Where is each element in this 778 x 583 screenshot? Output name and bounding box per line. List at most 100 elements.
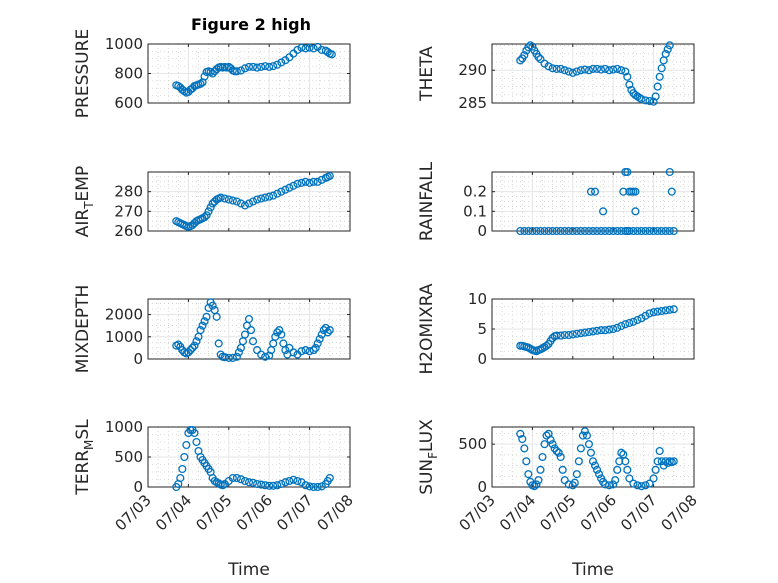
data-point: [261, 193, 270, 202]
data-point: [625, 80, 634, 89]
chart-panel-rainfall: 0 0.10.2 RAINFALL: [417, 161, 695, 241]
data-point: [637, 314, 646, 323]
data-point: [625, 318, 634, 328]
data-point: [540, 440, 549, 449]
y-axis-label: MIXDEPTH: [73, 285, 93, 374]
data-point: [524, 226, 533, 236]
data-point: [605, 481, 614, 490]
data-point: [277, 479, 286, 489]
data-point: [325, 171, 334, 180]
data-point: [623, 167, 632, 177]
data-point: [657, 306, 666, 316]
data-point: [653, 226, 662, 236]
data-point: [572, 470, 581, 479]
data-point: [236, 199, 245, 208]
data-point: [190, 428, 199, 438]
data-point: [629, 317, 638, 326]
data-point: [592, 64, 602, 73]
data-point: [609, 324, 618, 334]
data-point: [655, 446, 664, 456]
data-point: [232, 473, 241, 483]
data-point: [273, 328, 282, 337]
data-point: [653, 82, 662, 91]
data-point: [576, 226, 585, 236]
data-point: [297, 347, 306, 356]
data-point: [548, 440, 557, 449]
x-tick-label: 07/04: [496, 491, 539, 534]
y-tick-label: 600: [114, 94, 143, 112]
y-tick-label: 0.2: [463, 183, 487, 201]
chart-panel-mixdepth: 0 1000 2000 MIXDEPTH: [73, 285, 351, 374]
data-point: [590, 461, 600, 470]
data-point: [180, 452, 189, 462]
data-point: [273, 60, 282, 69]
data-point: [261, 62, 270, 71]
data-point: [592, 326, 602, 335]
data-point: [253, 195, 262, 204]
data-point: [621, 457, 630, 466]
data-point: [234, 348, 243, 357]
data-point: [588, 327, 598, 336]
data-point: [568, 68, 577, 77]
axes-box: [491, 426, 695, 488]
x-axis-label: Time: [571, 560, 614, 580]
data-point: [520, 226, 529, 236]
data-point: [645, 226, 654, 236]
y-tick-label: 10: [468, 290, 487, 308]
data-point: [625, 474, 634, 483]
data-point: [192, 437, 201, 447]
data-point: [216, 350, 225, 359]
y-tick-label: 0: [477, 222, 487, 240]
data-point: [516, 56, 525, 65]
data-point: [584, 226, 594, 236]
data-point: [574, 457, 583, 466]
data-point: [269, 191, 278, 200]
data-point: [538, 452, 547, 462]
data-point: [236, 475, 245, 484]
x-tick-label: 07/07: [273, 491, 316, 534]
data-point: [273, 481, 282, 490]
data-point: [663, 45, 672, 54]
data-point: [601, 480, 610, 489]
data-point: [580, 226, 589, 236]
y-tick-label: 0: [477, 350, 487, 368]
data-point: [605, 226, 614, 236]
data-point: [649, 226, 658, 236]
data-point: [228, 196, 237, 205]
data-point: [657, 64, 666, 73]
data-point: [244, 199, 254, 208]
data-point: [653, 457, 662, 466]
y-tick-label: 0.1: [463, 202, 487, 220]
data-point: [192, 337, 201, 346]
data-point: [277, 187, 286, 196]
chart-panel-h2omixra: 0 5 10 H2OMIXRA: [417, 283, 695, 375]
data-point: [536, 465, 545, 474]
data-point: [228, 473, 237, 483]
data-point: [595, 470, 604, 479]
data-point: [613, 465, 622, 474]
data-point: [176, 473, 185, 483]
y-tick-label: 500: [114, 448, 143, 466]
data-point: [244, 62, 254, 71]
data-point: [623, 465, 632, 474]
data-point: [277, 58, 286, 67]
data-point: [584, 66, 594, 75]
data-point: [588, 226, 598, 236]
data-point: [556, 452, 565, 462]
data-point: [305, 482, 314, 491]
data-point: [293, 179, 302, 188]
data-point: [240, 64, 250, 73]
data-point: [631, 207, 640, 216]
data-point: [269, 481, 278, 490]
data-point: [554, 448, 563, 457]
data-point: [534, 476, 543, 485]
x-tick-label: 07/03: [112, 491, 155, 534]
data-point: [544, 226, 553, 236]
data-point: [212, 312, 221, 321]
data-point: [285, 343, 294, 352]
data-point: [208, 69, 217, 78]
data-point: [667, 187, 676, 196]
data-point: [659, 461, 668, 470]
data-point: [637, 226, 646, 236]
